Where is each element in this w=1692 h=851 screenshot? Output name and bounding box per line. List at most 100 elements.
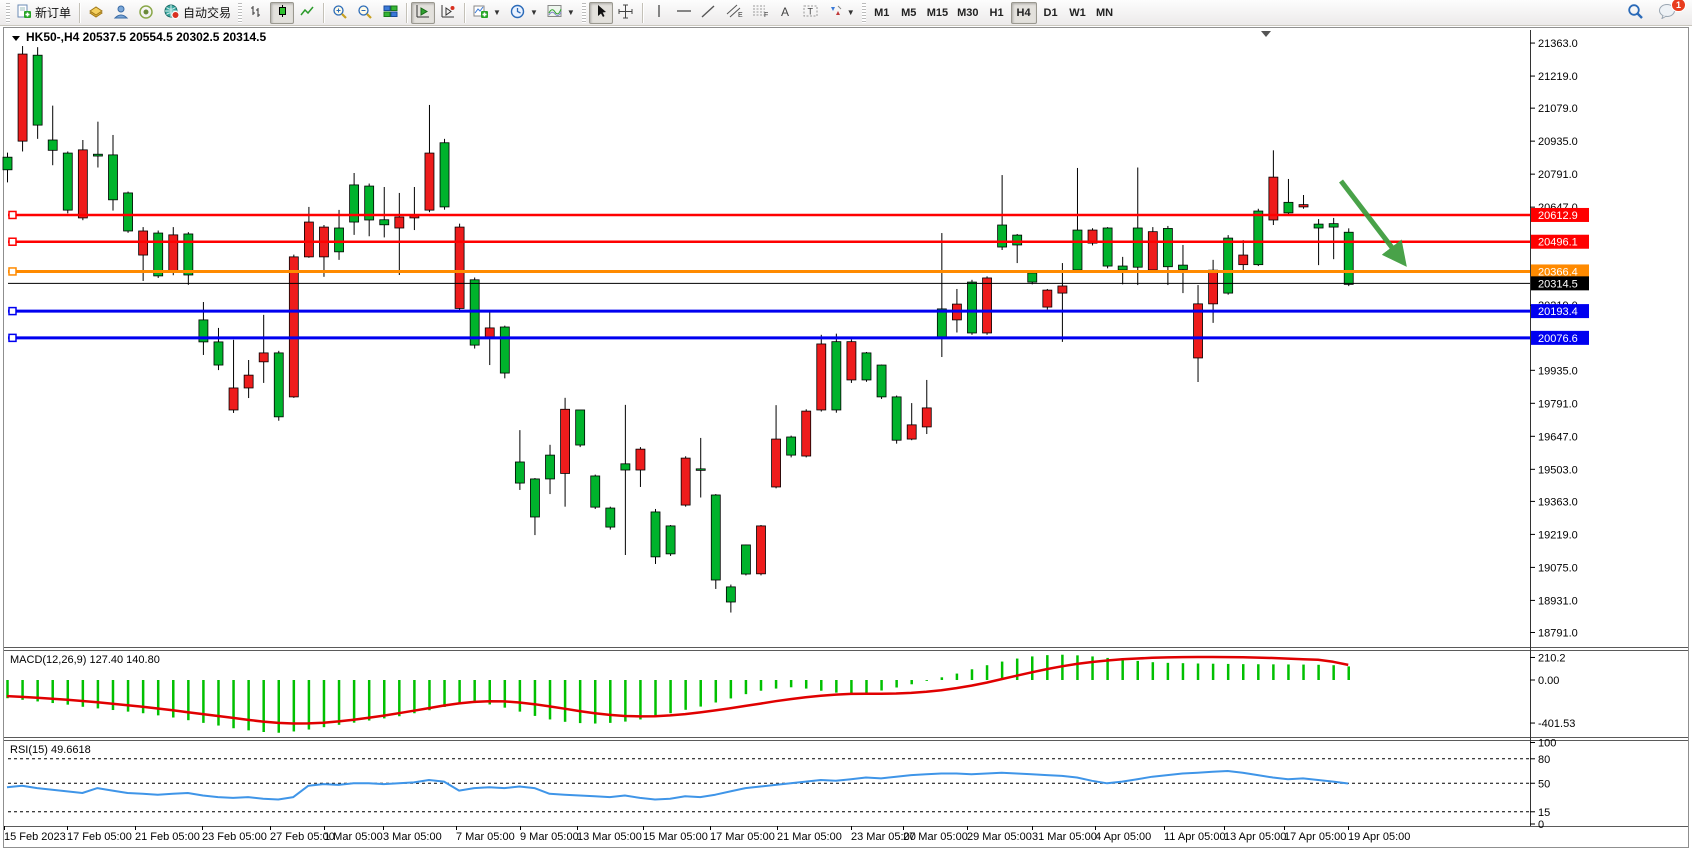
candle-body[interactable] (1343, 231, 1354, 285)
candle-body[interactable] (334, 227, 344, 253)
candle-body[interactable] (906, 424, 917, 440)
candle-body[interactable] (514, 461, 525, 484)
candle-body[interactable] (801, 410, 812, 457)
candlestick-chart-button[interactable] (270, 1, 295, 24)
candle-body[interactable] (47, 139, 58, 151)
candle-body[interactable] (967, 281, 977, 334)
candle-body[interactable] (1132, 227, 1143, 268)
bar-chart-button[interactable] (245, 2, 269, 24)
timeframe-d1-button[interactable]: D1 (1043, 6, 1058, 19)
zoom-out-button[interactable] (353, 2, 377, 24)
candle-body[interactable] (680, 457, 691, 506)
candle-body[interactable] (198, 319, 209, 343)
candle-body[interactable] (258, 352, 269, 363)
line-handle[interactable] (8, 237, 17, 246)
candle-body[interactable] (650, 511, 661, 558)
candle-body[interactable] (771, 438, 781, 488)
timeframe-h4-button[interactable]: H4 (1010, 1, 1037, 24)
candle-body[interactable] (725, 586, 736, 603)
candle-body[interactable] (1298, 204, 1309, 208)
candle-body[interactable] (741, 544, 751, 575)
zoom-in-button[interactable] (328, 2, 352, 24)
candle-body[interactable] (1147, 231, 1158, 271)
text-button[interactable]: A (774, 2, 798, 24)
tile-windows-button[interactable] (378, 2, 402, 24)
candle-body[interactable] (228, 387, 239, 411)
timeframe-m30-button[interactable]: M30 (957, 6, 979, 19)
candle-body[interactable] (590, 475, 601, 508)
candle-body[interactable] (213, 341, 224, 366)
candle-body[interactable] (1283, 201, 1294, 214)
line-handle[interactable] (8, 210, 17, 220)
line-handle[interactable] (8, 306, 17, 316)
candle-body[interactable] (1012, 234, 1023, 246)
candle-body[interactable] (424, 152, 435, 211)
candle-body[interactable] (605, 507, 616, 528)
candle-body[interactable] (1057, 285, 1068, 294)
timeframe-mn-button[interactable]: MN (1095, 6, 1114, 19)
templates-button[interactable]: ▼ (543, 2, 579, 24)
candle-body[interactable] (545, 454, 555, 480)
candle-body[interactable] (138, 230, 149, 256)
timeframe-w1-button[interactable]: W1 (1069, 6, 1086, 19)
candle-body[interactable] (1193, 303, 1203, 359)
notifications-button[interactable]: 1 (1654, 0, 1686, 24)
toolbar-grip[interactable] (238, 2, 243, 23)
profiles-button[interactable] (109, 2, 133, 24)
candle-body[interactable] (394, 216, 405, 229)
toolbar-grip[interactable] (581, 2, 586, 23)
candle-body[interactable] (364, 185, 375, 221)
periods-button[interactable]: ▼ (506, 2, 542, 24)
timeframe-m15-button[interactable]: M15 (926, 6, 949, 19)
candle-body[interactable] (1072, 229, 1083, 271)
candle-body[interactable] (891, 396, 902, 441)
candle-body[interactable] (1253, 210, 1264, 266)
candle-body[interactable] (756, 525, 766, 575)
indicators-button[interactable]: ▼ (469, 2, 505, 24)
candle-body[interactable] (1208, 269, 1218, 305)
candle-body[interactable] (530, 478, 540, 518)
vertical-line-button[interactable] (647, 2, 671, 24)
candle-body[interactable] (831, 341, 842, 411)
chart-shift-button[interactable] (436, 2, 460, 24)
candle-body[interactable] (349, 184, 360, 223)
search-button[interactable] (1623, 2, 1648, 24)
candle-body[interactable] (1178, 264, 1188, 270)
trend-arrow-annotation[interactable] (1339, 179, 1407, 267)
candle-body[interactable] (921, 407, 932, 428)
candle-body[interactable] (1162, 228, 1173, 268)
timeframe-m1-button[interactable]: M1 (874, 6, 890, 19)
candle-body[interactable] (560, 408, 570, 474)
candle-body[interactable] (2, 156, 13, 171)
candle-body[interactable] (32, 54, 43, 126)
candle-body[interactable] (499, 326, 510, 374)
trendline-button[interactable] (697, 2, 721, 24)
candle-body[interactable] (1328, 223, 1339, 228)
fibonacci-button[interactable]: F (748, 2, 773, 24)
candle-body[interactable] (454, 226, 465, 309)
candle-body[interactable] (861, 352, 872, 381)
timeframe-m5-button[interactable]: M5 (901, 6, 917, 19)
candle-body[interactable] (1042, 289, 1053, 308)
candle-body[interactable] (710, 494, 721, 581)
candle-body[interactable] (1102, 227, 1113, 267)
candle-body[interactable] (439, 142, 450, 208)
text-label-button[interactable]: T (799, 2, 823, 24)
candle-body[interactable] (77, 149, 88, 219)
timeframe-h1-button[interactable]: H1 (989, 6, 1004, 19)
candle-body[interactable] (108, 154, 118, 201)
candle-body[interactable] (1313, 223, 1324, 229)
autotrade-button[interactable]: 自动交易 (159, 2, 235, 24)
candle-body[interactable] (1268, 176, 1279, 221)
candle-body[interactable] (288, 256, 299, 398)
candle-body[interactable] (620, 463, 631, 471)
signals-button[interactable] (134, 2, 158, 24)
candle-body[interactable] (379, 219, 390, 226)
candle-body[interactable] (695, 468, 706, 471)
candle-body[interactable] (1117, 265, 1128, 271)
candle-body[interactable] (123, 192, 133, 232)
auto-scroll-button[interactable] (411, 1, 436, 24)
candle-body[interactable] (1027, 272, 1038, 283)
candle-body[interactable] (876, 364, 887, 398)
candle-body[interactable] (635, 448, 646, 471)
